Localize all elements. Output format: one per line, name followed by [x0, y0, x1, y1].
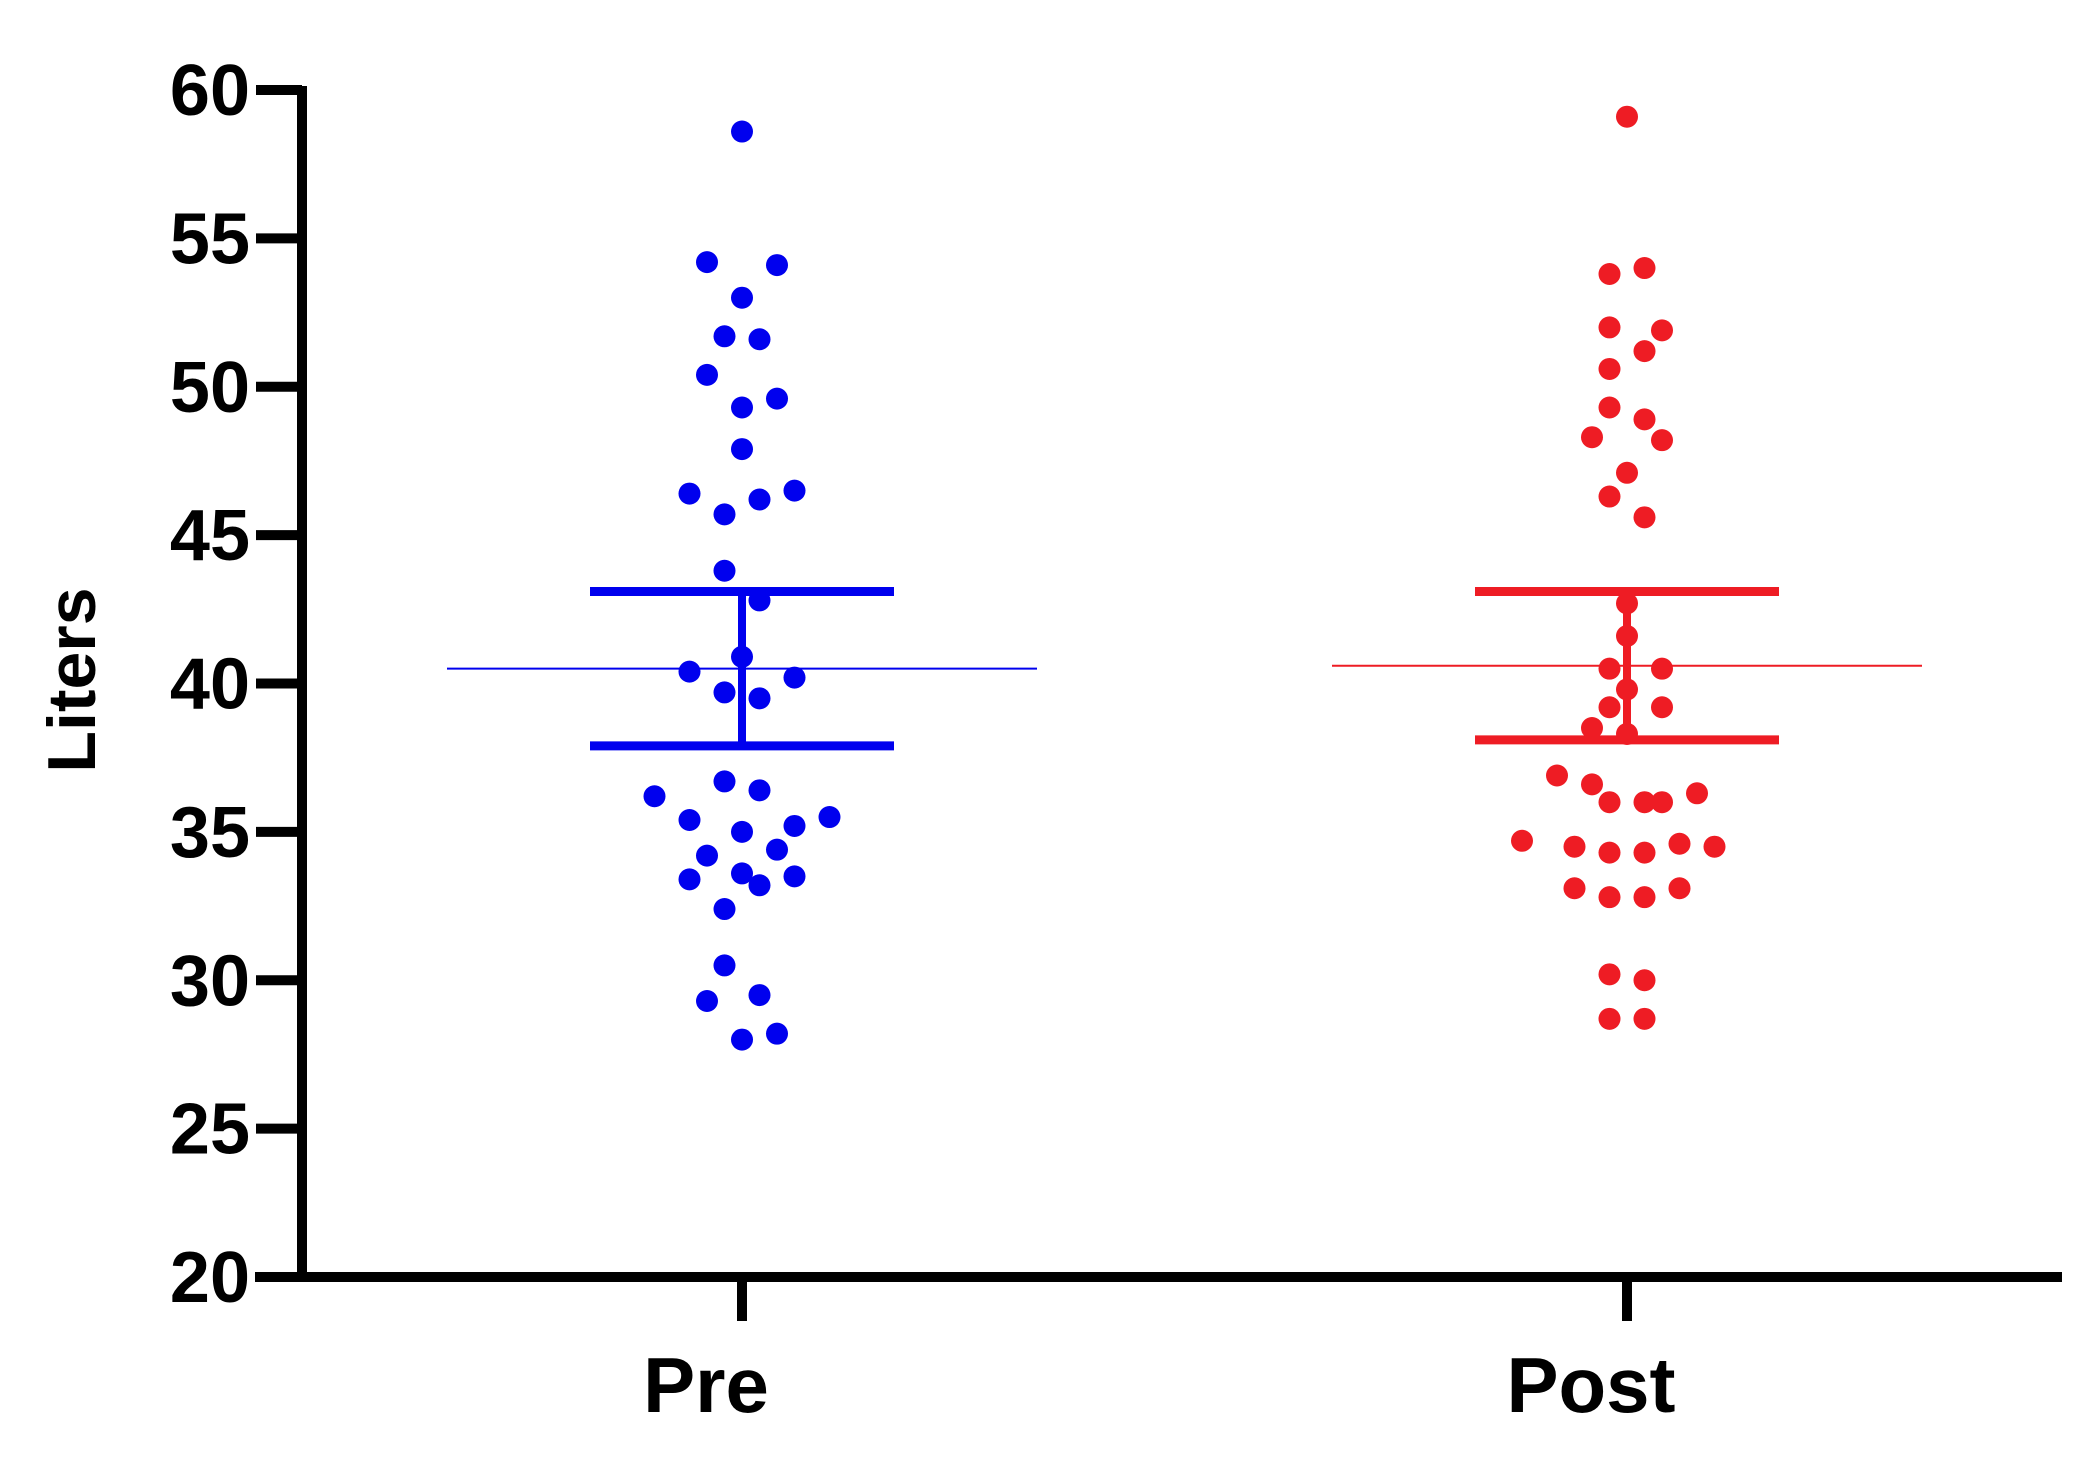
plot-area: [447, 105, 1922, 1051]
data-point: [1703, 835, 1726, 858]
data-point: [713, 325, 736, 348]
data-point: [678, 482, 701, 505]
data-point: [731, 396, 753, 419]
data-point: [748, 874, 771, 897]
data-point: [783, 865, 806, 888]
data-point: [1651, 319, 1673, 342]
data-point: [731, 438, 753, 461]
series-pre: [447, 120, 1037, 1051]
data-point: [1633, 257, 1656, 280]
y-tick-label: 55: [170, 199, 250, 279]
x-axis: Pre Post: [255, 1272, 2062, 1429]
data-point: [731, 1028, 753, 1051]
data-point: [1598, 696, 1621, 719]
y-tick-label: 45: [170, 496, 250, 576]
data-point: [713, 681, 736, 704]
data-point: [1598, 841, 1621, 864]
y-tick-label: 20: [170, 1238, 250, 1318]
data-point: [1633, 506, 1656, 529]
data-point: [1633, 1007, 1656, 1030]
data-point: [678, 868, 701, 891]
data-point: [1598, 1007, 1621, 1030]
x-tick-label: Post: [1506, 1341, 1675, 1429]
data-point: [1633, 340, 1656, 363]
data-point: [713, 770, 736, 793]
data-point: [748, 488, 771, 511]
data-point: [783, 666, 806, 689]
data-point: [748, 779, 771, 802]
data-point: [696, 251, 718, 274]
y-tick-label: 25: [170, 1090, 250, 1170]
data-point: [1633, 408, 1656, 431]
data-point: [1633, 886, 1656, 909]
data-point: [696, 990, 718, 1013]
y-axis: 20 25 30 35 40 45 50 55 60: [170, 51, 307, 1318]
data-point: [748, 984, 771, 1007]
data-point: [1651, 696, 1673, 719]
data-point: [1546, 764, 1568, 787]
data-point: [696, 363, 718, 386]
y-tick-label: 35: [170, 793, 250, 873]
data-point: [713, 559, 736, 582]
data-point: [1686, 782, 1708, 805]
data-point: [1563, 877, 1586, 900]
data-point: [1598, 963, 1621, 986]
data-point: [1563, 835, 1586, 858]
data-point: [696, 844, 718, 867]
data-point: [1581, 717, 1603, 740]
y-tick-label: 30: [170, 941, 250, 1021]
data-point: [783, 814, 806, 837]
data-point: [766, 387, 788, 410]
data-point: [678, 660, 701, 683]
data-point: [1598, 357, 1621, 380]
data-point: [1633, 791, 1656, 814]
data-point: [1616, 105, 1638, 128]
data-point: [1668, 877, 1691, 900]
data-point: [1668, 832, 1691, 855]
data-point: [1633, 969, 1656, 992]
data-point: [748, 328, 771, 351]
data-point: [678, 809, 701, 832]
data-point: [1598, 316, 1621, 339]
data-point: [1598, 791, 1621, 814]
data-point: [1581, 426, 1603, 449]
data-point: [731, 120, 753, 143]
data-point: [748, 687, 771, 710]
y-tick-label: 40: [170, 645, 250, 725]
y-tick-label: 60: [170, 51, 250, 131]
data-point: [766, 1022, 788, 1045]
data-point: [818, 806, 841, 829]
data-point: [1598, 657, 1621, 680]
data-point: [766, 254, 788, 277]
data-point: [766, 838, 788, 861]
data-point: [643, 785, 666, 808]
y-axis-title: Liters: [34, 587, 110, 772]
data-point: [713, 954, 736, 977]
series-post: [1332, 105, 1922, 1030]
data-point: [731, 862, 753, 885]
data-point: [783, 479, 806, 502]
data-point: [1598, 262, 1621, 285]
data-point: [713, 898, 736, 921]
x-tick-label: Pre: [643, 1341, 769, 1429]
data-point: [731, 820, 753, 843]
data-point: [713, 503, 736, 526]
data-point: [1598, 396, 1621, 419]
data-point: [1581, 773, 1603, 796]
data-point: [1651, 791, 1673, 814]
data-point: [1633, 841, 1656, 864]
y-tick-label: 50: [170, 348, 250, 428]
data-point: [1651, 657, 1673, 680]
data-point: [731, 286, 753, 309]
data-point: [1651, 429, 1673, 452]
data-point: [1598, 485, 1621, 508]
data-point: [1511, 829, 1533, 852]
data-point: [1616, 461, 1638, 484]
data-point: [1598, 886, 1621, 909]
